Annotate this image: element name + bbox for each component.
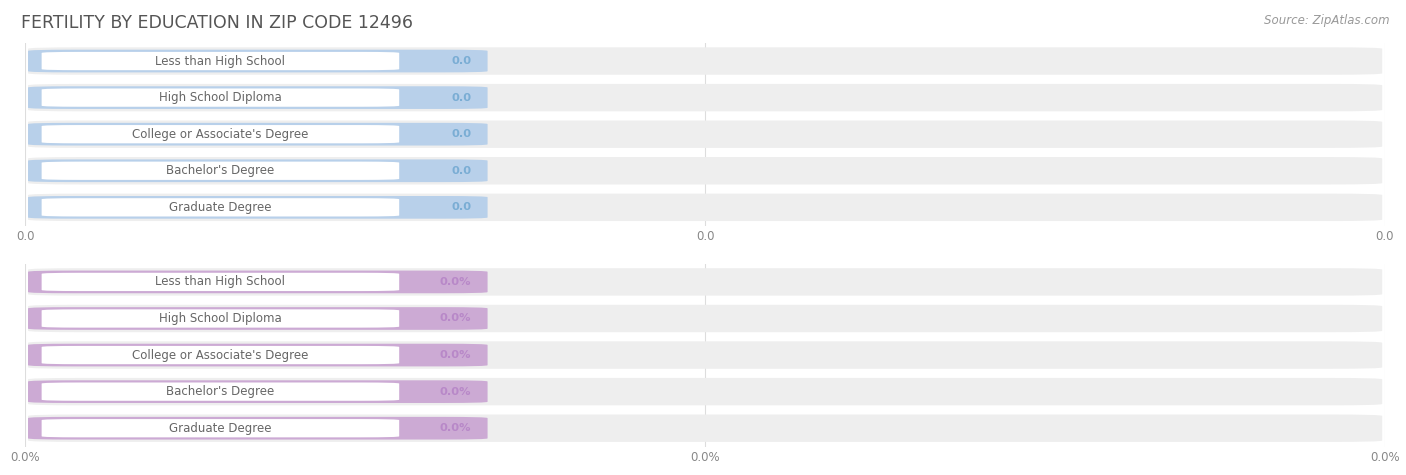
Text: 0.0%: 0.0%: [440, 423, 471, 433]
FancyBboxPatch shape: [42, 273, 399, 291]
Text: 0.0: 0.0: [451, 202, 471, 212]
FancyBboxPatch shape: [28, 417, 488, 439]
FancyBboxPatch shape: [28, 50, 488, 72]
Text: College or Associate's Degree: College or Associate's Degree: [132, 349, 308, 361]
Text: Bachelor's Degree: Bachelor's Degree: [166, 385, 274, 398]
FancyBboxPatch shape: [42, 346, 399, 364]
FancyBboxPatch shape: [28, 123, 488, 145]
Text: Bachelor's Degree: Bachelor's Degree: [166, 164, 274, 177]
FancyBboxPatch shape: [28, 307, 488, 330]
Text: 0.0: 0.0: [451, 166, 471, 176]
FancyBboxPatch shape: [28, 48, 1382, 75]
Text: College or Associate's Degree: College or Associate's Degree: [132, 128, 308, 141]
FancyBboxPatch shape: [28, 271, 488, 293]
FancyBboxPatch shape: [28, 415, 1382, 442]
FancyBboxPatch shape: [42, 309, 399, 328]
FancyBboxPatch shape: [28, 84, 1382, 111]
Text: Source: ZipAtlas.com: Source: ZipAtlas.com: [1264, 14, 1389, 27]
FancyBboxPatch shape: [28, 268, 1382, 295]
Text: 0.0: 0.0: [451, 129, 471, 139]
FancyBboxPatch shape: [42, 382, 399, 401]
FancyBboxPatch shape: [28, 344, 488, 366]
Text: Graduate Degree: Graduate Degree: [169, 422, 271, 435]
Text: 0.0%: 0.0%: [440, 277, 471, 287]
Text: 0.0%: 0.0%: [440, 387, 471, 397]
Text: 0.0: 0.0: [451, 56, 471, 66]
FancyBboxPatch shape: [28, 86, 488, 109]
FancyBboxPatch shape: [28, 194, 1382, 221]
Text: Less than High School: Less than High School: [156, 276, 285, 288]
Text: Less than High School: Less than High School: [156, 55, 285, 67]
FancyBboxPatch shape: [42, 419, 399, 437]
FancyBboxPatch shape: [28, 196, 488, 218]
FancyBboxPatch shape: [28, 342, 1382, 369]
Text: 0.0%: 0.0%: [440, 314, 471, 323]
FancyBboxPatch shape: [28, 160, 488, 182]
FancyBboxPatch shape: [42, 52, 399, 70]
Text: 0.0: 0.0: [451, 93, 471, 103]
FancyBboxPatch shape: [28, 157, 1382, 184]
Text: High School Diploma: High School Diploma: [159, 91, 281, 104]
Text: FERTILITY BY EDUCATION IN ZIP CODE 12496: FERTILITY BY EDUCATION IN ZIP CODE 12496: [21, 14, 413, 32]
Text: 0.0%: 0.0%: [440, 350, 471, 360]
Text: Graduate Degree: Graduate Degree: [169, 201, 271, 214]
FancyBboxPatch shape: [28, 378, 1382, 405]
FancyBboxPatch shape: [42, 125, 399, 143]
FancyBboxPatch shape: [28, 380, 488, 403]
FancyBboxPatch shape: [28, 305, 1382, 332]
FancyBboxPatch shape: [42, 198, 399, 217]
FancyBboxPatch shape: [42, 162, 399, 180]
Text: High School Diploma: High School Diploma: [159, 312, 281, 325]
FancyBboxPatch shape: [42, 88, 399, 107]
FancyBboxPatch shape: [28, 121, 1382, 148]
